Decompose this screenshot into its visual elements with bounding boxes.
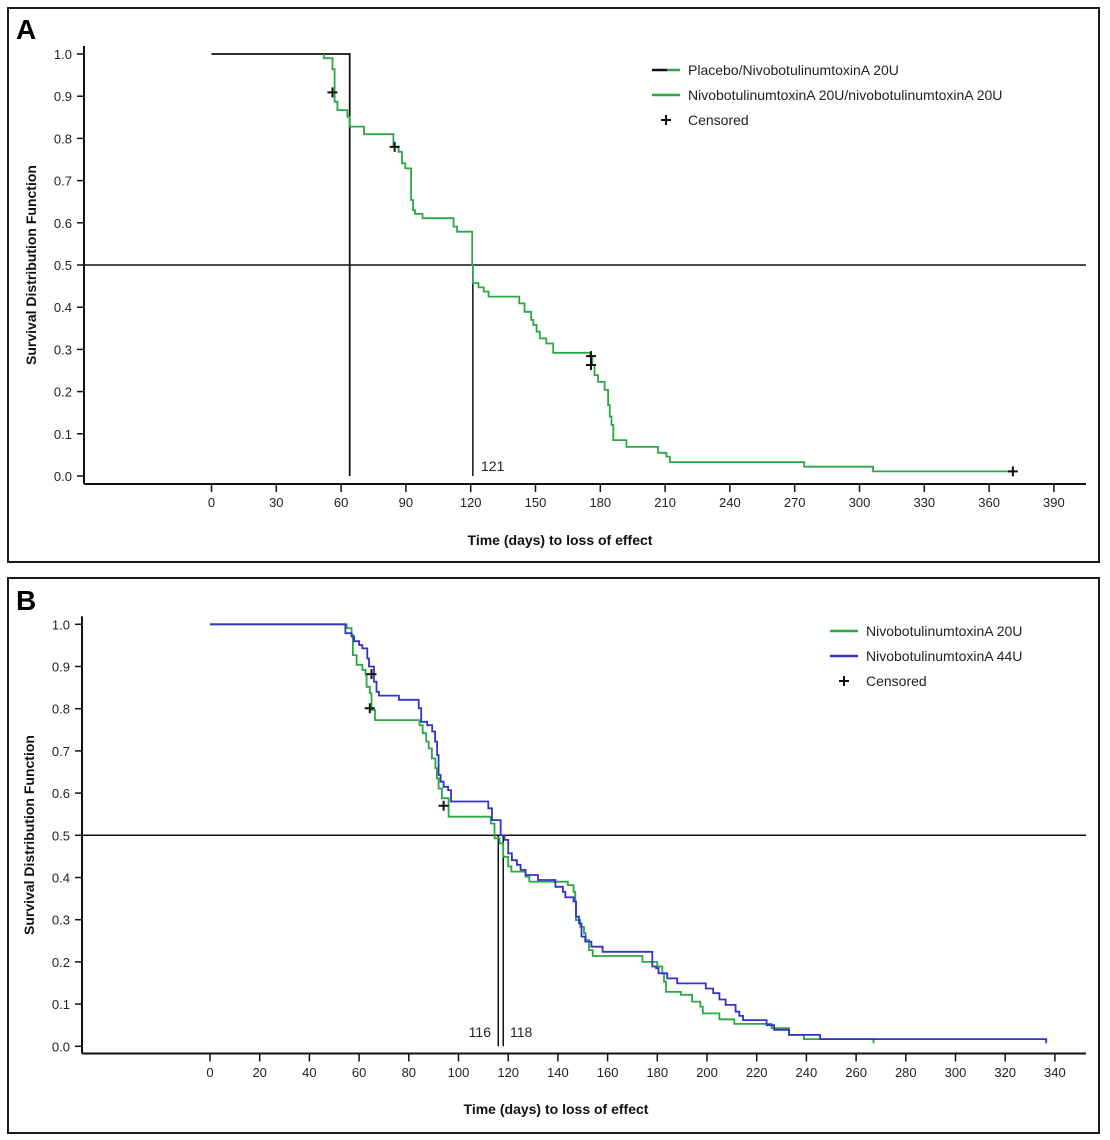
panel-b-x-tick-label: 180 bbox=[646, 1065, 668, 1080]
panel-b-x-tick-label: 320 bbox=[994, 1065, 1016, 1080]
panel-a-y-tick-label: 0.8 bbox=[54, 131, 72, 146]
chart-marks: 0.0 0.1 0.2 0.3 0.4 0.5 0.6 0.7 0.8 0.9 1.0 0 30 60 90… bbox=[52, 46, 1086, 1080]
panel-b-y-tick-label: 1.0 bbox=[52, 617, 70, 632]
panel-a-letter: A bbox=[16, 14, 36, 45]
panel-b-y-tick-label: 0.9 bbox=[52, 660, 70, 675]
panel-b-series-1-curve bbox=[210, 623, 875, 1044]
panel-b-y-tick-label: 0.1 bbox=[52, 997, 70, 1012]
panel-b-x-tick-label: 0 bbox=[206, 1065, 213, 1080]
panel-a-legend-label-placebo: Placebo/NivobotulinumtoxinA 20U bbox=[688, 62, 899, 78]
panel-b-legend-label-20u: NivobotulinumtoxinA 20U bbox=[866, 623, 1022, 639]
panel-a-y-tick-label: 0.3 bbox=[54, 342, 72, 357]
panel-a-median-label: 121 bbox=[481, 458, 505, 474]
panel-b-y-tick-label: 0.3 bbox=[52, 913, 70, 928]
panel-b bbox=[7, 577, 1100, 1134]
panel-b-y-tick-label: 0.4 bbox=[52, 871, 70, 886]
panel-a-censored-mark bbox=[327, 87, 338, 98]
panel-b-x-tick-label: 220 bbox=[746, 1065, 768, 1080]
panel-b-x-tick-label: 40 bbox=[302, 1065, 316, 1080]
panel-a-x-tick-label: 0 bbox=[208, 495, 215, 510]
panel-a-series-1-curve bbox=[211, 53, 351, 476]
panel-b-y-axis-title: Survival Distribution Function bbox=[21, 735, 37, 935]
panel-a-y-tick-label: 0.4 bbox=[54, 300, 72, 315]
panel-a-x-tick-label: 240 bbox=[719, 495, 741, 510]
panel-b-legend-label-censored: Censored bbox=[866, 673, 927, 689]
panel-b-x-tick-label: 160 bbox=[597, 1065, 619, 1080]
panel-b-censored-mark bbox=[364, 703, 375, 714]
panel-b-series-2-curve bbox=[210, 623, 1048, 1044]
panel-b-x-tick-label: 300 bbox=[945, 1065, 967, 1080]
panel-a-censored-mark bbox=[586, 351, 597, 362]
panel-b-y-tick-label: 0.2 bbox=[52, 955, 70, 970]
panel-a-censored-mark bbox=[1007, 466, 1018, 477]
panel-b-x-tick-label: 240 bbox=[796, 1065, 818, 1080]
panel-b-censored-mark bbox=[438, 800, 449, 811]
panel-a-x-tick-label: 60 bbox=[334, 495, 348, 510]
panel-b-x-tick-label: 140 bbox=[547, 1065, 569, 1080]
panel-a-censored-mark bbox=[389, 141, 400, 152]
panel-b-y-tick-label: 0.5 bbox=[52, 828, 70, 843]
panel-b-x-tick-label: 20 bbox=[252, 1065, 266, 1080]
panel-a-y-tick-label: 0.6 bbox=[54, 216, 72, 231]
panel-a-x-axis-title: Time (days) to loss of effect bbox=[468, 532, 653, 548]
panel-b-legend-label-44u: NivobotulinumtoxinA 44U bbox=[866, 648, 1022, 664]
panel-a-y-tick-label: 0.5 bbox=[54, 258, 72, 273]
panel-b-y-tick-label: 0.7 bbox=[52, 744, 70, 759]
panel-a-y-tick-label: 0.0 bbox=[54, 469, 72, 484]
panel-a-series-2-curve bbox=[322, 54, 1013, 473]
panel-b-median-label-44u: 118 bbox=[510, 1024, 533, 1040]
panel-b-x-axis-title: Time (days) to loss of effect bbox=[464, 1101, 649, 1117]
panel-a-y-tick-label: 0.7 bbox=[54, 174, 72, 189]
panel-b-x-tick-label: 100 bbox=[448, 1065, 470, 1080]
panel-b-x-tick-label: 120 bbox=[497, 1065, 519, 1080]
panel-a-x-tick-label: 30 bbox=[269, 495, 283, 510]
panel-a-x-tick-label: 120 bbox=[460, 495, 482, 510]
panel-b-median-label-20u: 116 bbox=[469, 1024, 492, 1040]
panel-a-y-tick-label: 0.1 bbox=[54, 427, 72, 442]
panel-a-legend-label-20u: NivobotulinumtoxinA 20U/nivobotulinumtox… bbox=[688, 87, 1002, 103]
panel-b-legend-censored-symbol bbox=[839, 676, 849, 686]
panel-a-y-axis-title: Survival Distribution Function bbox=[23, 165, 39, 365]
panel-a-x-tick-label: 330 bbox=[913, 495, 935, 510]
panel-b-y-tick-label: 0.8 bbox=[52, 702, 70, 717]
panel-b-letter: B bbox=[16, 585, 36, 616]
panel-a-censored-mark bbox=[586, 360, 597, 371]
panel-a-x-tick-label: 300 bbox=[849, 495, 871, 510]
panel-a-x-tick-label: 360 bbox=[978, 495, 1000, 510]
panel-a-legend-label-censored: Censored bbox=[688, 112, 749, 128]
panel-a-x-tick-label: 90 bbox=[399, 495, 413, 510]
panel-b-x-tick-label: 60 bbox=[352, 1065, 366, 1080]
panel-b-x-tick-label: 280 bbox=[895, 1065, 917, 1080]
panel-b-x-tick-label: 340 bbox=[1044, 1065, 1066, 1080]
panel-b-y-tick-label: 0.0 bbox=[52, 1039, 70, 1054]
panel-b-x-tick-label: 260 bbox=[845, 1065, 867, 1080]
panel-b-censored-mark bbox=[366, 669, 377, 680]
panel-a-x-tick-label: 390 bbox=[1043, 495, 1065, 510]
panel-a-y-tick-label: 0.2 bbox=[54, 385, 72, 400]
panel-b-y-tick-label: 0.6 bbox=[52, 786, 70, 801]
panel-a-y-tick-label: 1.0 bbox=[54, 47, 72, 62]
panel-b-x-tick-label: 80 bbox=[402, 1065, 416, 1080]
panel-a-x-tick-label: 270 bbox=[784, 495, 806, 510]
panel-a-y-tick-label: 0.9 bbox=[54, 89, 72, 104]
panel-b-x-tick-label: 200 bbox=[696, 1065, 718, 1080]
panel-a-x-tick-label: 150 bbox=[525, 495, 547, 510]
panel-a-x-tick-label: 210 bbox=[654, 495, 676, 510]
panel-a bbox=[7, 7, 1100, 563]
panel-a-legend-censored-symbol bbox=[661, 115, 671, 125]
panel-a-x-tick-label: 180 bbox=[589, 495, 611, 510]
